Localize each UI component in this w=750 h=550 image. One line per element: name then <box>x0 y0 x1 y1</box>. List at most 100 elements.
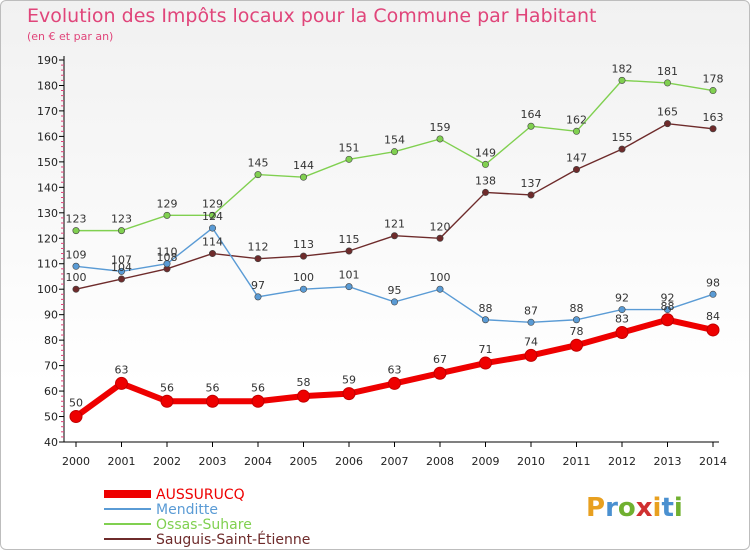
data-point <box>163 211 171 219</box>
data-point <box>299 285 307 293</box>
logo-letter: o <box>618 493 636 523</box>
data-label: 95 <box>388 284 402 297</box>
data-point <box>342 387 356 401</box>
data-label: 147 <box>566 152 587 165</box>
data-label: 67 <box>433 353 447 366</box>
data-label: 155 <box>612 131 633 144</box>
data-point <box>72 262 80 270</box>
logo-letter: t <box>661 493 673 523</box>
x-tick-label: 2007 <box>381 455 409 468</box>
data-label: 88 <box>661 300 675 313</box>
data-point <box>481 160 489 168</box>
data-label: 78 <box>570 325 584 338</box>
x-tick-label: 2013 <box>654 455 682 468</box>
data-label: 112 <box>248 241 269 254</box>
data-label: 88 <box>570 302 584 315</box>
y-tick-label: 70 <box>44 360 58 373</box>
proxiti-logo: Proxiti <box>586 493 683 523</box>
axes: 40 50 60 70 80 90 100 110 120 130 140 150 160 170 180 1… <box>37 54 727 468</box>
legend-label: Menditte <box>156 502 218 518</box>
data-point <box>209 224 217 232</box>
x-tick-label: 2008 <box>426 455 454 468</box>
y-tick-label: 140 <box>37 181 58 194</box>
data-label: 92 <box>615 292 629 305</box>
data-label: 63 <box>115 363 129 376</box>
logo-letter: i <box>653 493 662 523</box>
data-point <box>436 285 444 293</box>
data-point <box>706 323 720 337</box>
x-tick-label: 2000 <box>62 455 90 468</box>
data-point <box>709 125 717 133</box>
logo-letter: P <box>586 493 605 523</box>
data-point <box>209 250 217 258</box>
data-label: 71 <box>479 343 493 356</box>
logo-letter: r <box>605 493 618 523</box>
data-point <box>570 338 583 352</box>
data-point <box>479 356 492 370</box>
y-tick-label: 130 <box>37 207 58 220</box>
data-point <box>299 173 307 181</box>
data-point <box>663 79 671 87</box>
data-point <box>69 410 83 424</box>
data-point <box>390 148 398 156</box>
y-tick-label: 150 <box>37 156 58 169</box>
y-tick-label: 120 <box>37 232 58 245</box>
x-tick-label: 2006 <box>335 455 363 468</box>
point-labels: 123 123 129 129 145 144 151 154 159 149 164 162 182 1… <box>66 62 724 409</box>
x-tick-label: 2002 <box>153 455 181 468</box>
data-label: 162 <box>566 113 587 126</box>
x-tick-label: 2004 <box>244 455 272 468</box>
data-label: 108 <box>157 251 178 264</box>
data-point <box>72 285 80 293</box>
data-label: 145 <box>248 157 269 170</box>
data-point <box>572 166 580 174</box>
legend-label: AUSSURUCQ <box>156 487 245 503</box>
data-label: 138 <box>475 174 496 187</box>
data-point <box>527 122 535 130</box>
data-point <box>572 316 580 324</box>
data-label: 178 <box>703 73 724 86</box>
data-label: 120 <box>430 220 451 233</box>
x-tick-label: 2001 <box>108 455 136 468</box>
x-tick-label: 2014 <box>699 455 727 468</box>
y-tick-label: 160 <box>37 130 58 143</box>
data-label: 123 <box>66 213 87 226</box>
data-label: 84 <box>706 310 720 323</box>
data-point <box>436 234 444 242</box>
logo-text: Proxiti <box>586 493 683 523</box>
y-tick-label: 90 <box>44 309 58 322</box>
data-point <box>345 155 353 163</box>
y-tick-label: 40 <box>44 436 58 449</box>
data-point <box>254 293 262 301</box>
data-point <box>251 394 265 408</box>
data-point <box>527 191 535 199</box>
series-line-menditte <box>75 227 714 324</box>
data-point <box>388 376 401 390</box>
y-tick-label: 110 <box>37 258 58 271</box>
data-label: 121 <box>384 218 405 231</box>
data-point <box>663 306 671 314</box>
data-label: 129 <box>202 197 223 210</box>
data-point <box>115 376 128 390</box>
legend-label: Sauguis-Saint-Étienne <box>156 531 310 548</box>
legend-label: Ossas-Suhare <box>156 517 252 533</box>
data-point <box>618 76 626 84</box>
data-point <box>118 227 126 235</box>
data-label: 92 <box>661 292 675 305</box>
data-point <box>618 145 626 153</box>
data-point <box>163 260 171 268</box>
logo-letter: x <box>636 493 653 523</box>
data-label: 164 <box>521 108 542 121</box>
data-point <box>297 389 310 403</box>
data-point <box>72 227 80 235</box>
data-point <box>209 211 217 219</box>
data-label: 87 <box>524 304 538 317</box>
data-label: 151 <box>339 141 360 154</box>
data-label: 149 <box>475 146 496 159</box>
data-point <box>118 275 126 283</box>
y-tick-label: 180 <box>37 79 58 92</box>
data-label: 74 <box>524 335 538 348</box>
data-point <box>481 188 489 196</box>
